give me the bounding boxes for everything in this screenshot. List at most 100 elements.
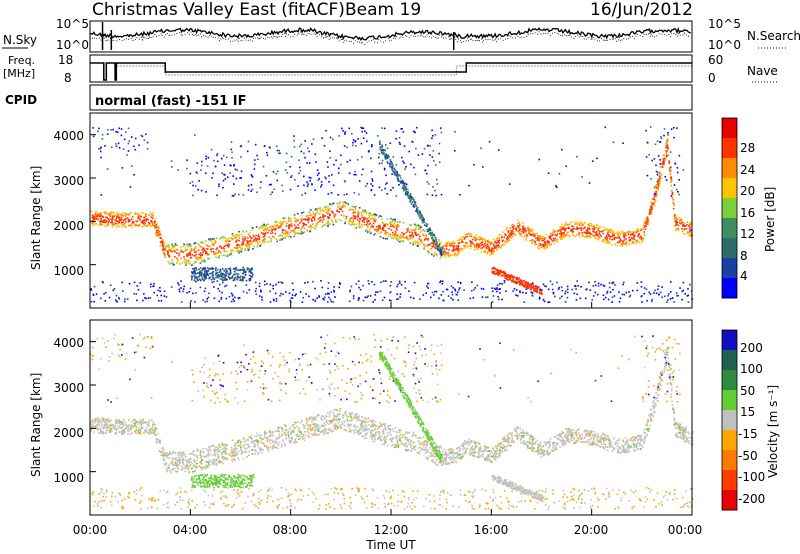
power-point	[611, 301, 613, 303]
power-point	[564, 234, 567, 237]
velocity-point	[159, 442, 162, 444]
power-point	[465, 242, 467, 244]
power-point	[239, 279, 241, 282]
power-point	[417, 224, 420, 226]
power-point	[602, 226, 605, 228]
power-point	[138, 218, 141, 221]
power-point	[358, 193, 360, 196]
power-point	[242, 276, 244, 278]
power-point	[271, 229, 274, 231]
velocity-point	[624, 447, 627, 450]
power-point	[486, 252, 489, 255]
power-point	[575, 228, 577, 230]
power-point	[587, 224, 589, 226]
velocity-point	[435, 456, 437, 458]
power-point	[504, 273, 507, 276]
power-point	[248, 269, 251, 272]
power-point	[470, 245, 472, 247]
power-point	[645, 288, 648, 291]
power-point	[597, 238, 600, 241]
power-point	[392, 187, 394, 189]
power-point	[687, 234, 690, 237]
power-point	[395, 224, 398, 227]
power-point	[280, 281, 283, 284]
velocity-point	[520, 432, 523, 434]
power-point	[185, 261, 187, 263]
power-point	[662, 163, 665, 165]
power-point	[170, 250, 172, 253]
power-point	[290, 297, 293, 299]
power-point	[600, 235, 603, 237]
power-point	[107, 221, 110, 224]
power-point	[498, 237, 500, 239]
power-point	[391, 164, 394, 166]
power-point	[264, 283, 266, 286]
power-point	[429, 231, 431, 234]
power-point	[507, 240, 509, 243]
power-point	[198, 268, 200, 271]
power-point	[151, 221, 153, 223]
velocity-point	[338, 419, 341, 422]
power-point	[244, 269, 246, 272]
velocity-point	[591, 436, 593, 439]
power-point	[246, 267, 249, 269]
power-point	[399, 296, 401, 298]
power-point	[130, 226, 133, 228]
power-point	[247, 240, 250, 243]
power-point	[282, 229, 285, 231]
power-point	[328, 292, 330, 295]
power-point	[651, 159, 653, 162]
power-point	[643, 231, 646, 233]
power-point	[149, 285, 152, 288]
power-point	[257, 158, 259, 160]
power-point	[522, 222, 524, 225]
velocity-point	[645, 435, 648, 437]
power-point	[501, 236, 503, 238]
power-point	[145, 297, 147, 300]
power-point	[112, 216, 114, 218]
power-point	[322, 224, 325, 227]
power-point	[327, 193, 330, 195]
velocity-point	[254, 453, 256, 455]
velocity-point	[528, 440, 530, 443]
power-point	[245, 230, 248, 233]
power-point	[642, 228, 644, 230]
power-point	[371, 144, 373, 146]
power-point	[395, 137, 397, 140]
power-point	[194, 185, 197, 187]
power-point	[112, 215, 114, 217]
velocity-point	[478, 455, 480, 457]
power-point	[115, 220, 118, 222]
power-point	[284, 236, 286, 239]
power-point	[230, 253, 233, 256]
velocity-point	[222, 462, 224, 465]
power-point	[222, 186, 224, 189]
power-point	[425, 234, 427, 236]
velocity-point	[271, 439, 273, 442]
power-point	[127, 150, 130, 152]
power-point	[530, 283, 532, 285]
power-point	[556, 241, 558, 243]
power-point	[652, 203, 655, 206]
power-point	[216, 153, 219, 155]
power-point	[285, 235, 288, 237]
power-point	[385, 223, 387, 225]
power-point	[498, 241, 500, 244]
velocity-point	[370, 429, 373, 432]
power-point	[136, 220, 138, 223]
power-point	[143, 223, 146, 226]
power-point	[287, 219, 290, 221]
power-point	[536, 288, 539, 290]
velocity-point	[404, 436, 407, 439]
power-point	[277, 225, 279, 227]
power-point	[101, 220, 103, 222]
power-point	[400, 128, 402, 130]
power-point	[125, 226, 127, 228]
power-point	[203, 258, 205, 261]
power-point	[539, 296, 541, 299]
power-point	[496, 284, 499, 286]
power-point	[332, 202, 335, 205]
power-point	[293, 235, 295, 238]
power-point	[269, 226, 271, 228]
power-point	[689, 230, 691, 232]
